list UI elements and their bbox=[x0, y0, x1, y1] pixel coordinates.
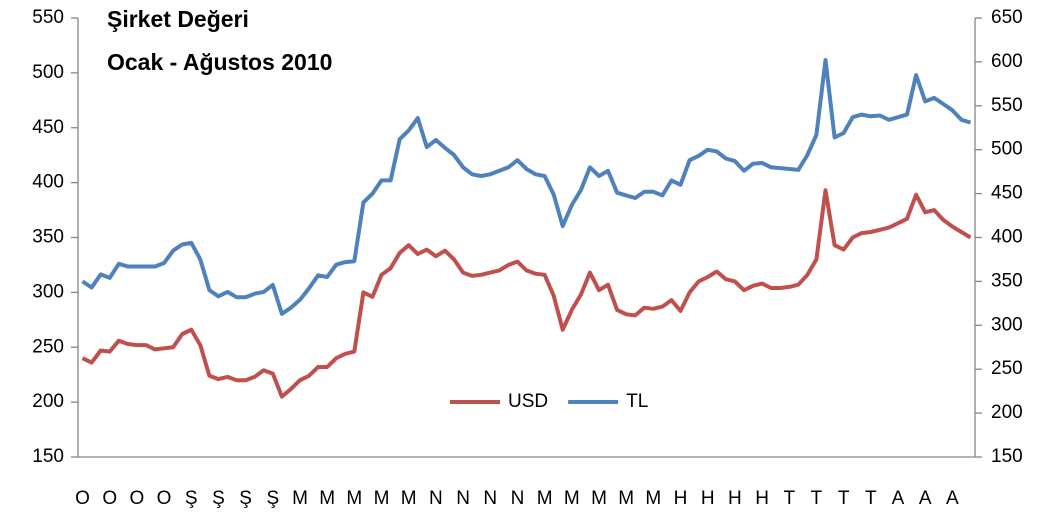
y2-tick-label: 300 bbox=[991, 314, 1023, 335]
x-tick-label: O bbox=[75, 488, 90, 509]
x-tick-label: M bbox=[618, 488, 634, 509]
line-series bbox=[81, 188, 972, 399]
x-tick-label: M bbox=[645, 488, 661, 509]
y-tick-label: 550 bbox=[32, 7, 64, 28]
x-tick-label: M bbox=[401, 488, 417, 509]
legend-label: USD bbox=[508, 391, 548, 412]
y2-tick-label: 200 bbox=[991, 402, 1023, 423]
y-tick-label: 300 bbox=[32, 281, 64, 302]
x-tick-label: N bbox=[429, 488, 443, 509]
chart-subtitle: Ocak - Ağustos 2010 bbox=[107, 49, 332, 75]
x-tick-label: A bbox=[919, 488, 932, 509]
x-tick-label: N bbox=[456, 488, 470, 509]
x-tick-label: O bbox=[102, 488, 117, 509]
y-tick-label: 400 bbox=[32, 172, 64, 193]
y-tick-label: 200 bbox=[32, 391, 64, 412]
y-tick-label: 150 bbox=[32, 446, 64, 467]
y2-tick-label: 650 bbox=[991, 7, 1023, 28]
y-tick-label: 250 bbox=[32, 336, 64, 357]
x-tick-label: A bbox=[892, 488, 905, 509]
y2-tick-label: 350 bbox=[991, 270, 1023, 291]
x-tick-label: M bbox=[292, 488, 308, 509]
x-tick-label: Ş bbox=[212, 488, 225, 509]
x-tick-label: H bbox=[728, 488, 742, 509]
x-tick-label: T bbox=[811, 488, 823, 509]
x-tick-label: M bbox=[564, 488, 580, 509]
x-tick-label: T bbox=[783, 488, 795, 509]
y-tick-label: 450 bbox=[32, 117, 64, 138]
x-tick-label: O bbox=[130, 488, 145, 509]
y-tick-label: 500 bbox=[32, 62, 64, 83]
x-tick-label: M bbox=[591, 488, 607, 509]
x-tick-label: M bbox=[346, 488, 362, 509]
x-tick-label: N bbox=[511, 488, 525, 509]
y2-tick-label: 600 bbox=[991, 51, 1023, 72]
x-tick-label: M bbox=[374, 488, 390, 509]
y2-tick-label: 550 bbox=[991, 95, 1023, 116]
x-tick-label: M bbox=[319, 488, 335, 509]
x-tick-label: M bbox=[537, 488, 553, 509]
x-tick-label: O bbox=[157, 488, 172, 509]
x-tick-label: Ş bbox=[266, 488, 279, 509]
x-tick-label: T bbox=[838, 488, 850, 509]
y2-tick-label: 250 bbox=[991, 358, 1023, 379]
y2-tick-label: 150 bbox=[991, 446, 1023, 467]
chart-title: Şirket Değeri bbox=[107, 6, 249, 32]
x-tick-label: Ş bbox=[185, 488, 198, 509]
x-tick-label: Ş bbox=[239, 488, 252, 509]
line-series bbox=[81, 58, 972, 316]
x-tick-label: N bbox=[483, 488, 497, 509]
legend-label: TL bbox=[626, 391, 648, 412]
x-tick-label: H bbox=[701, 488, 715, 509]
x-tick-label: H bbox=[674, 488, 688, 509]
x-tick-label: T bbox=[865, 488, 877, 509]
x-tick-label: H bbox=[755, 488, 769, 509]
y2-tick-label: 400 bbox=[991, 227, 1023, 248]
y2-tick-label: 450 bbox=[991, 183, 1023, 204]
y-tick-label: 350 bbox=[32, 227, 64, 248]
y2-tick-label: 500 bbox=[991, 139, 1023, 160]
x-tick-label: A bbox=[946, 488, 959, 509]
